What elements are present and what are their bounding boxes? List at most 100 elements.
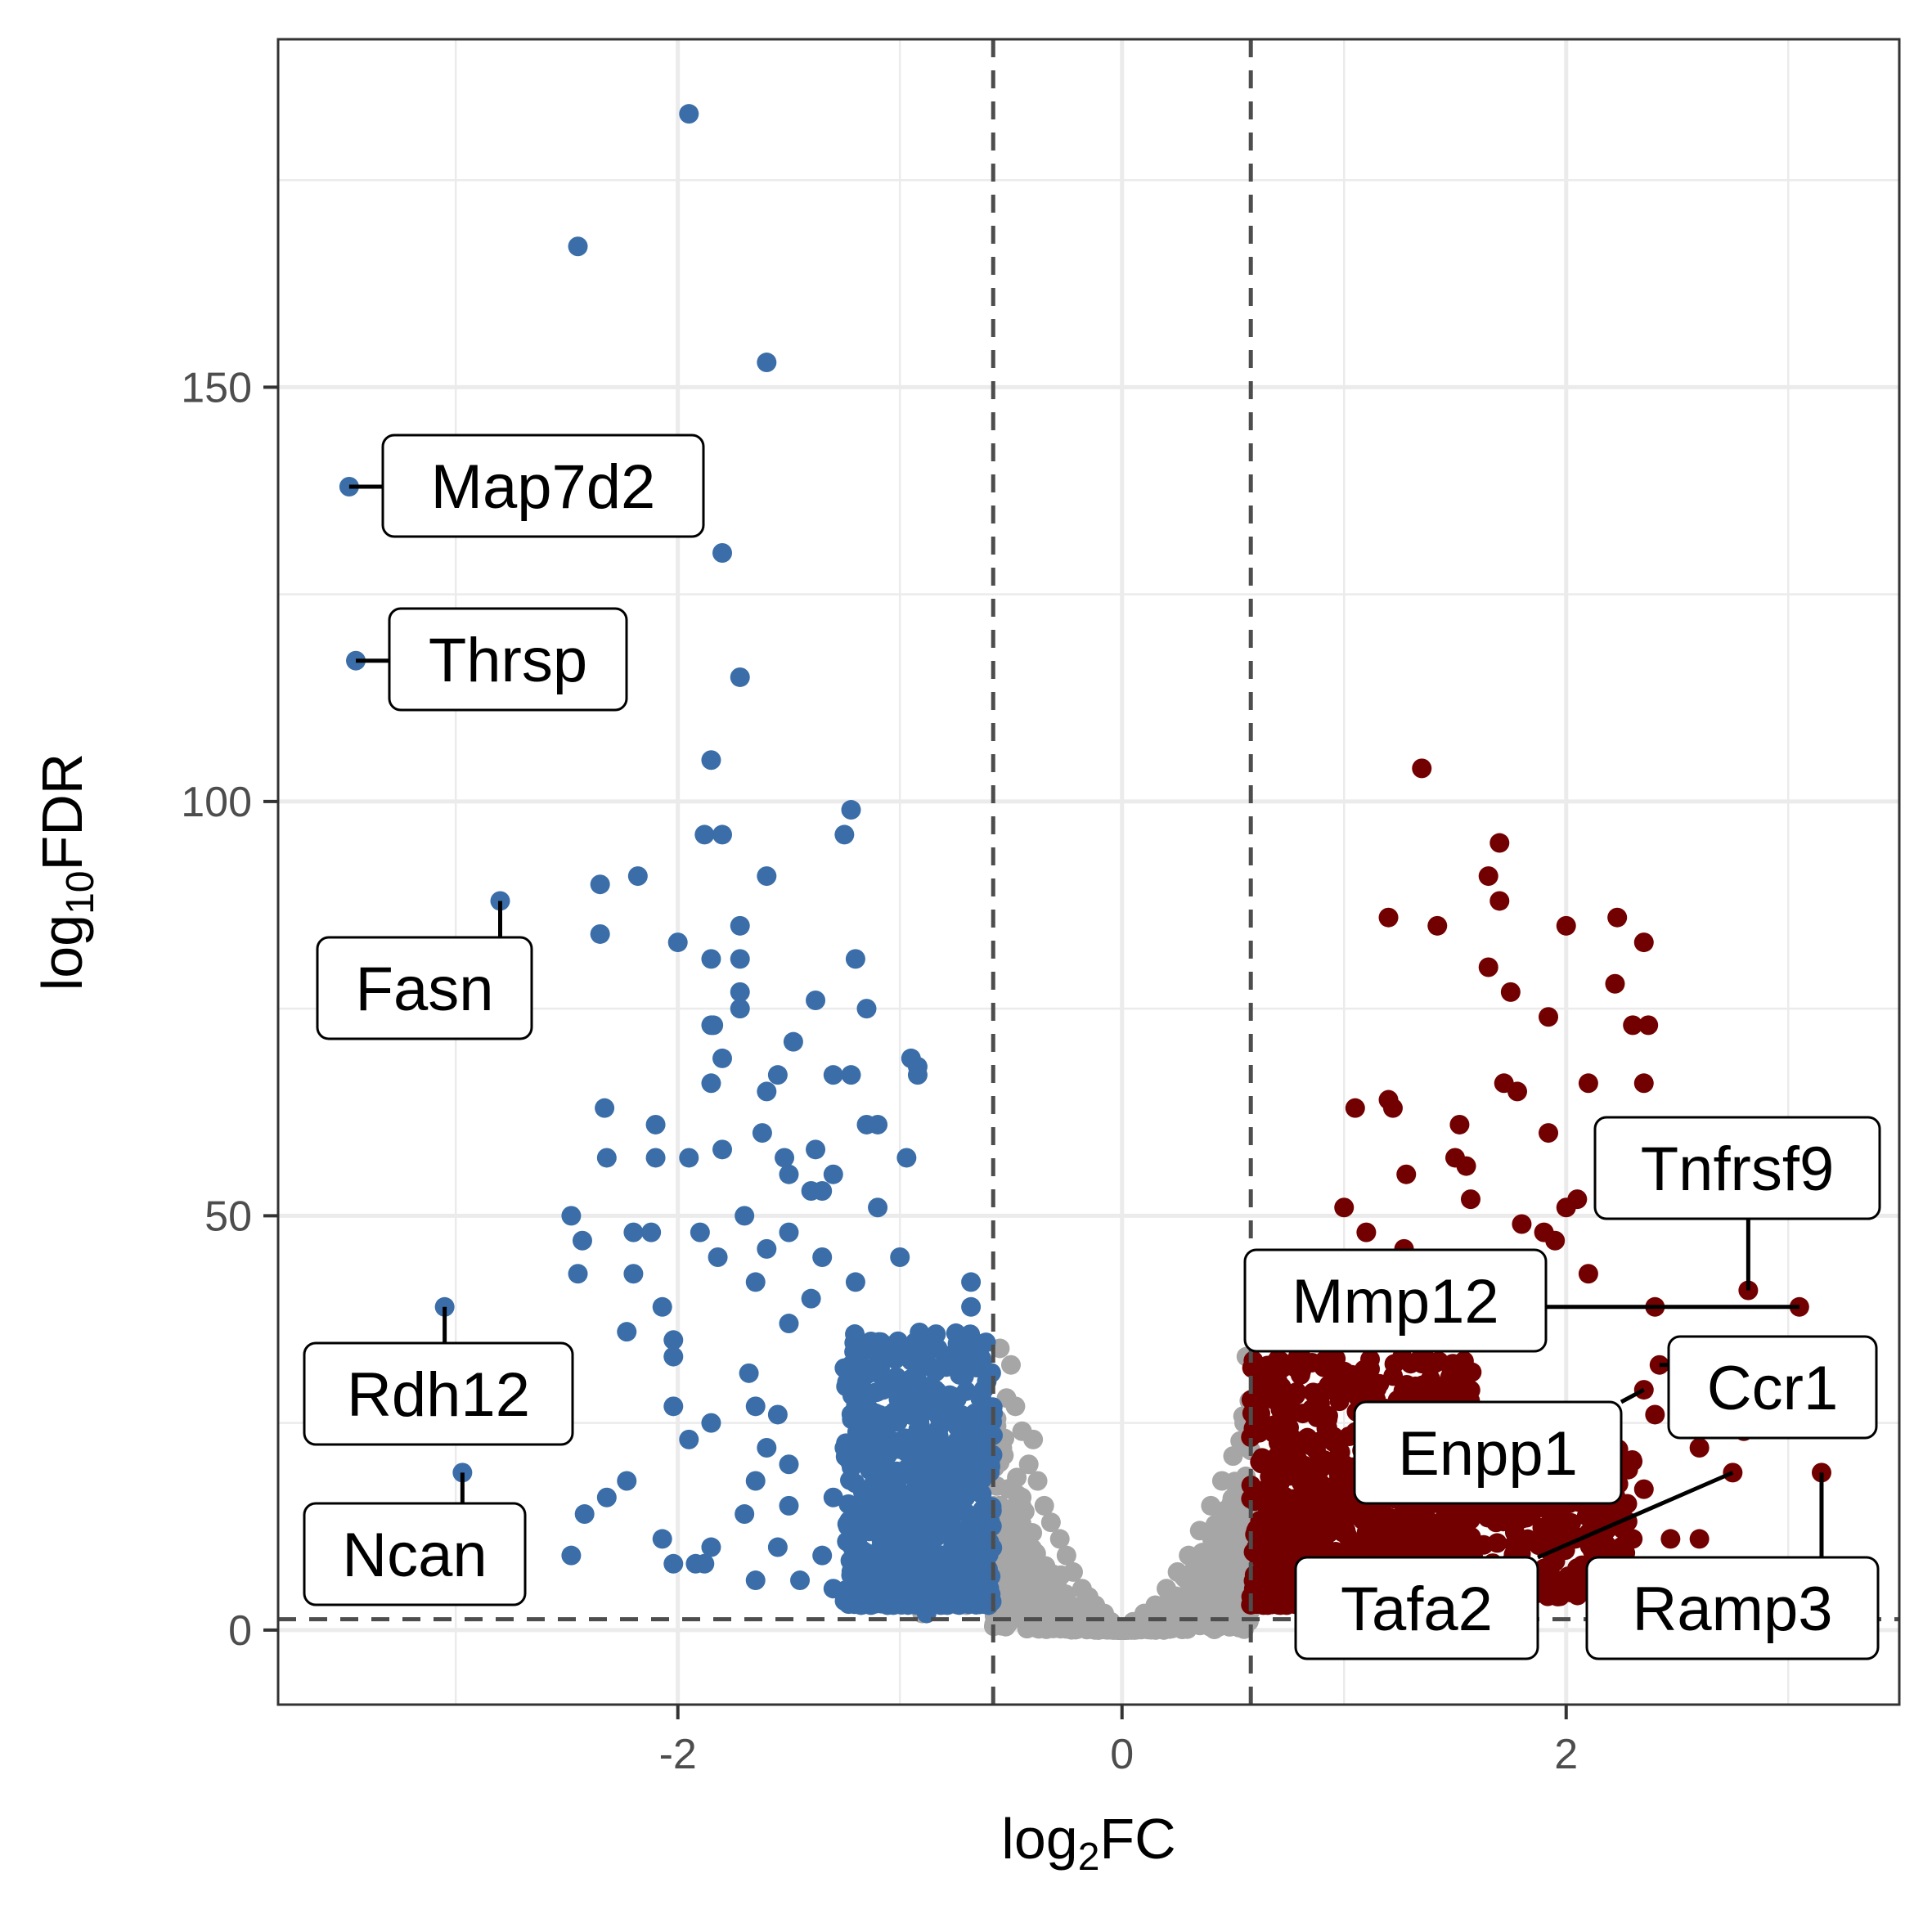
gene-label: Ramp3 xyxy=(1633,1575,1833,1644)
up-point xyxy=(1633,1479,1654,1499)
ns-point xyxy=(1202,1594,1222,1615)
down-point xyxy=(881,1534,901,1555)
down-point xyxy=(779,1454,799,1475)
up-point xyxy=(1412,1354,1432,1374)
up-point xyxy=(1556,915,1576,936)
up-point xyxy=(1633,932,1654,953)
up-point xyxy=(1261,1584,1282,1605)
down-point xyxy=(972,1404,992,1424)
y-axis-title: log10FDR xyxy=(30,753,102,991)
down-point xyxy=(971,1540,991,1561)
up-point xyxy=(1332,1519,1352,1539)
up-point xyxy=(1268,1491,1288,1512)
down-point xyxy=(925,1379,946,1400)
up-point xyxy=(1241,1489,1261,1509)
up-point xyxy=(1395,1526,1415,1547)
down-point xyxy=(694,824,715,845)
down-point xyxy=(735,1504,755,1525)
up-point xyxy=(1382,1511,1403,1531)
gene-labels: Map7d2 Thrsp Fasn Rdh12 Ncan Tnfrsf9 Mmp12 Ccr1… xyxy=(303,434,1881,1660)
ns-point xyxy=(1211,1471,1232,1491)
up-point xyxy=(1286,1385,1306,1405)
up-point xyxy=(1448,1360,1468,1381)
down-point xyxy=(882,1468,902,1489)
label-box xyxy=(316,936,533,1040)
gene-label: Ccr1 xyxy=(1707,1354,1838,1423)
down-point xyxy=(652,1529,672,1549)
gene-label: Rdh12 xyxy=(347,1360,530,1430)
y-tick-label: 100 xyxy=(181,779,252,826)
downregulated-points xyxy=(339,104,1003,1624)
label-box xyxy=(388,607,628,712)
down-point xyxy=(841,800,861,820)
down-point xyxy=(915,1480,936,1500)
up-point xyxy=(1356,1222,1377,1242)
down-point xyxy=(783,1031,803,1052)
down-point xyxy=(920,1561,941,1581)
up-point xyxy=(1245,1413,1265,1434)
label-box xyxy=(1667,1335,1878,1440)
up-point xyxy=(1313,1495,1333,1516)
up-point xyxy=(1607,907,1628,928)
up-point xyxy=(1350,1368,1371,1389)
up-point xyxy=(1412,758,1432,779)
down-point xyxy=(968,1335,989,1355)
down-point xyxy=(890,1587,910,1607)
up-point xyxy=(1414,1503,1435,1523)
ns-point xyxy=(1018,1454,1039,1475)
down-point xyxy=(961,1272,982,1292)
up-point xyxy=(1478,866,1498,887)
down-point xyxy=(617,1471,637,1491)
down-point xyxy=(834,824,855,845)
down-point xyxy=(745,1396,766,1417)
down-point xyxy=(708,1247,728,1268)
ns-point xyxy=(998,1614,1018,1634)
ns-point xyxy=(1190,1578,1211,1598)
up-point xyxy=(1487,1533,1507,1553)
down-point xyxy=(928,1418,949,1438)
up-point xyxy=(1556,1197,1576,1218)
down-point xyxy=(767,1537,788,1557)
down-point xyxy=(775,1148,795,1168)
x-axis-title: log2FC xyxy=(1001,1807,1175,1879)
down-point xyxy=(823,1065,843,1085)
down-point xyxy=(856,1579,877,1599)
label-leader-line xyxy=(1537,1471,1734,1560)
up-point xyxy=(1409,1531,1430,1552)
up-point xyxy=(1342,1496,1363,1516)
label-box xyxy=(1294,1556,1539,1660)
down-point xyxy=(790,1570,811,1591)
down-point xyxy=(663,1396,684,1417)
down-point xyxy=(806,1139,826,1160)
down-point xyxy=(712,1048,733,1068)
up-point xyxy=(1256,1509,1276,1530)
up-point xyxy=(1251,1377,1271,1397)
ns-point xyxy=(1040,1512,1061,1533)
down-point xyxy=(663,1346,684,1367)
down-point xyxy=(926,1324,946,1345)
up-point xyxy=(1489,833,1510,853)
down-point xyxy=(928,1358,949,1378)
up-point xyxy=(1308,1431,1328,1452)
down-point xyxy=(730,949,750,969)
down-point xyxy=(701,1537,721,1557)
ns-point xyxy=(1189,1521,1210,1541)
down-point xyxy=(752,1123,772,1143)
down-point xyxy=(595,1098,615,1118)
up-point xyxy=(1367,1378,1387,1399)
down-point xyxy=(843,1508,864,1529)
down-point xyxy=(937,1392,958,1413)
up-point xyxy=(1507,1081,1528,1102)
ns-point xyxy=(1197,1559,1218,1579)
down-point xyxy=(735,1206,755,1226)
down-point xyxy=(701,949,721,969)
gene-label: Mmp12 xyxy=(1292,1267,1498,1337)
up-point xyxy=(1512,1214,1532,1234)
down-point xyxy=(851,1557,872,1578)
up-point xyxy=(1269,1539,1290,1560)
ns-point xyxy=(1056,1545,1076,1566)
up-point xyxy=(1314,1449,1334,1470)
down-point xyxy=(561,1206,582,1226)
down-point xyxy=(663,1553,684,1574)
x-tick-label: 0 xyxy=(1110,1731,1134,1778)
